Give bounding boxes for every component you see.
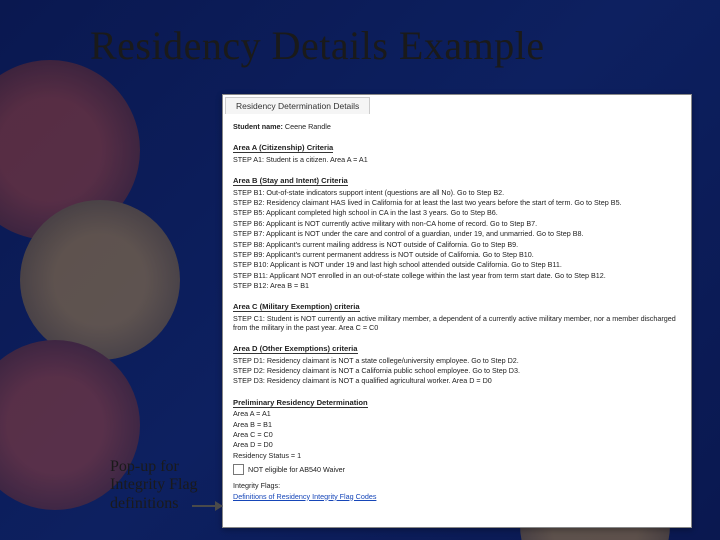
area-b-step: STEP B5: Applicant completed high school… bbox=[233, 208, 681, 217]
integrity-flags-label: Integrity Flags: bbox=[233, 481, 681, 490]
area-d-step: STEP D3: Residency claimant is NOT a qua… bbox=[233, 376, 681, 385]
area-c-heading: Area C (Military Exemption) criteria bbox=[233, 302, 360, 312]
ab540-label: NOT eligible for AB540 Waiver bbox=[248, 465, 345, 474]
ab540-row: NOT eligible for AB540 Waiver bbox=[233, 464, 681, 475]
area-c-step: STEP C1: Student is NOT currently an act… bbox=[233, 314, 681, 332]
integrity-flags-link[interactable]: Definitions of Residency Integrity Flag … bbox=[233, 492, 376, 501]
area-d-heading: Area D (Other Exemptions) criteria bbox=[233, 344, 358, 354]
area-b-step: STEP B2: Residency claimant HAS lived in… bbox=[233, 198, 681, 207]
area-d-step: STEP D1: Residency claimant is NOT a sta… bbox=[233, 356, 681, 365]
prelim-line: Area B = B1 bbox=[233, 420, 681, 429]
arrow-icon bbox=[192, 505, 222, 507]
prelim-line: Residency Status = 1 bbox=[233, 451, 681, 460]
student-name-value: Ceene Randle bbox=[285, 122, 331, 131]
student-name-label: Student name: bbox=[233, 122, 283, 131]
ab540-checkbox[interactable] bbox=[233, 464, 244, 475]
popup-tab[interactable]: Residency Determination Details bbox=[225, 97, 370, 114]
residency-details-popup: Residency Determination Details Student … bbox=[222, 94, 692, 528]
area-b-heading: Area B (Stay and Intent) Criteria bbox=[233, 176, 348, 186]
area-a-step: STEP A1: Student is a citizen. Area A = … bbox=[233, 155, 681, 164]
area-b-step: STEP B1: Out-of-state indicators support… bbox=[233, 188, 681, 197]
area-a-heading: Area A (Citizenship) Criteria bbox=[233, 143, 333, 153]
area-b-step: STEP B6: Applicant is NOT currently acti… bbox=[233, 219, 681, 228]
slide-title: Residency Details Example bbox=[90, 22, 680, 69]
area-b-step: STEP B11: Applicant NOT enrolled in an o… bbox=[233, 271, 681, 280]
area-b-step: STEP B9: Applicant's current permanent a… bbox=[233, 250, 681, 259]
area-b-step: STEP B10: Applicant is NOT under 19 and … bbox=[233, 260, 681, 269]
prelim-line: Area C = C0 bbox=[233, 430, 681, 439]
popup-body: Student name: Ceene Randle Area A (Citiz… bbox=[223, 114, 691, 506]
area-d-step: STEP D2: Residency claimant is NOT a Cal… bbox=[233, 366, 681, 375]
prelim-line: Area A = A1 bbox=[233, 409, 681, 418]
slide: Residency Details Example Residency Dete… bbox=[0, 0, 720, 540]
area-b-step: STEP B7: Applicant is NOT under the care… bbox=[233, 229, 681, 238]
area-b-step: STEP B12: Area B = B1 bbox=[233, 281, 681, 290]
prelim-line: Area D = D0 bbox=[233, 440, 681, 449]
prelim-heading: Preliminary Residency Determination bbox=[233, 398, 368, 408]
area-b-step: STEP B8: Applicant's current mailing add… bbox=[233, 240, 681, 249]
student-name-row: Student name: Ceene Randle bbox=[233, 122, 681, 131]
